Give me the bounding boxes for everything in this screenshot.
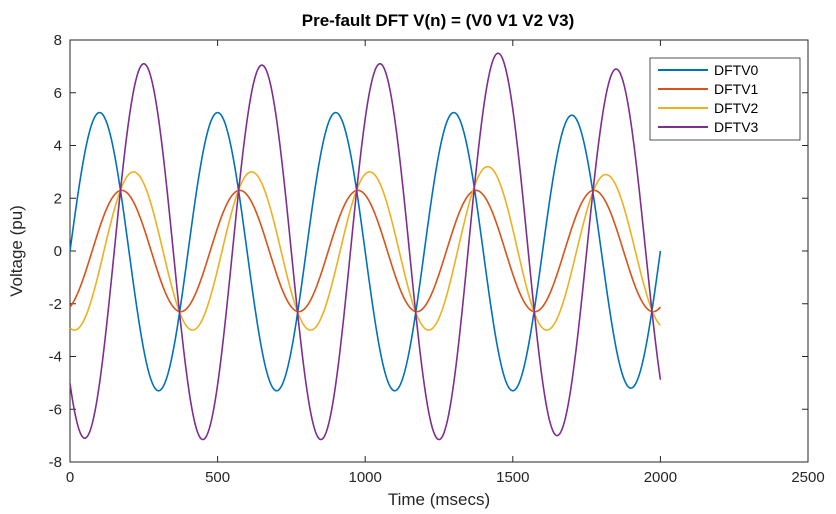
y-tick-label: 2 (54, 190, 62, 207)
y-tick-label: 4 (54, 138, 62, 155)
y-tick-label: 8 (54, 32, 62, 49)
x-tick-label: 2500 (791, 469, 824, 486)
legend-label: DFTV3 (714, 119, 759, 135)
y-tick-label: -8 (49, 454, 62, 471)
x-tick-label: 1000 (349, 469, 382, 486)
x-tick-label: 0 (66, 469, 74, 486)
x-axis-label: Time (msecs) (388, 490, 490, 509)
series-lines (69, 52, 662, 441)
y-axis: -8 -6 -4 -2 0 2 4 6 8 (49, 32, 808, 471)
legend-label: DFTV0 (714, 62, 759, 78)
y-tick-label: 6 (54, 85, 62, 102)
chart-title: Pre-fault DFT V(n) = (V0 V1 V2 V3) (302, 11, 575, 30)
legend: DFTV0 DFTV1 DFTV2 DFTV3 (649, 57, 801, 141)
x-tick-label: 2000 (644, 469, 677, 486)
series-line-dftv3 (69, 52, 662, 441)
series-line-dftv0 (69, 111, 662, 392)
y-tick-label: -2 (49, 296, 62, 313)
x-axis: 0 500 1000 1500 2000 2500 (66, 40, 825, 486)
series-line-dftv1 (69, 189, 662, 313)
y-tick-label: -4 (49, 349, 62, 366)
y-axis-label: Voltage (pu) (7, 205, 26, 297)
legend-label: DFTV2 (714, 100, 759, 116)
series-line-dftv2 (69, 165, 661, 331)
x-tick-label: 1500 (496, 469, 529, 486)
y-tick-label: 0 (54, 243, 62, 260)
x-tick-label: 500 (205, 469, 230, 486)
y-tick-label: -6 (49, 401, 62, 418)
legend-label: DFTV1 (714, 81, 759, 97)
